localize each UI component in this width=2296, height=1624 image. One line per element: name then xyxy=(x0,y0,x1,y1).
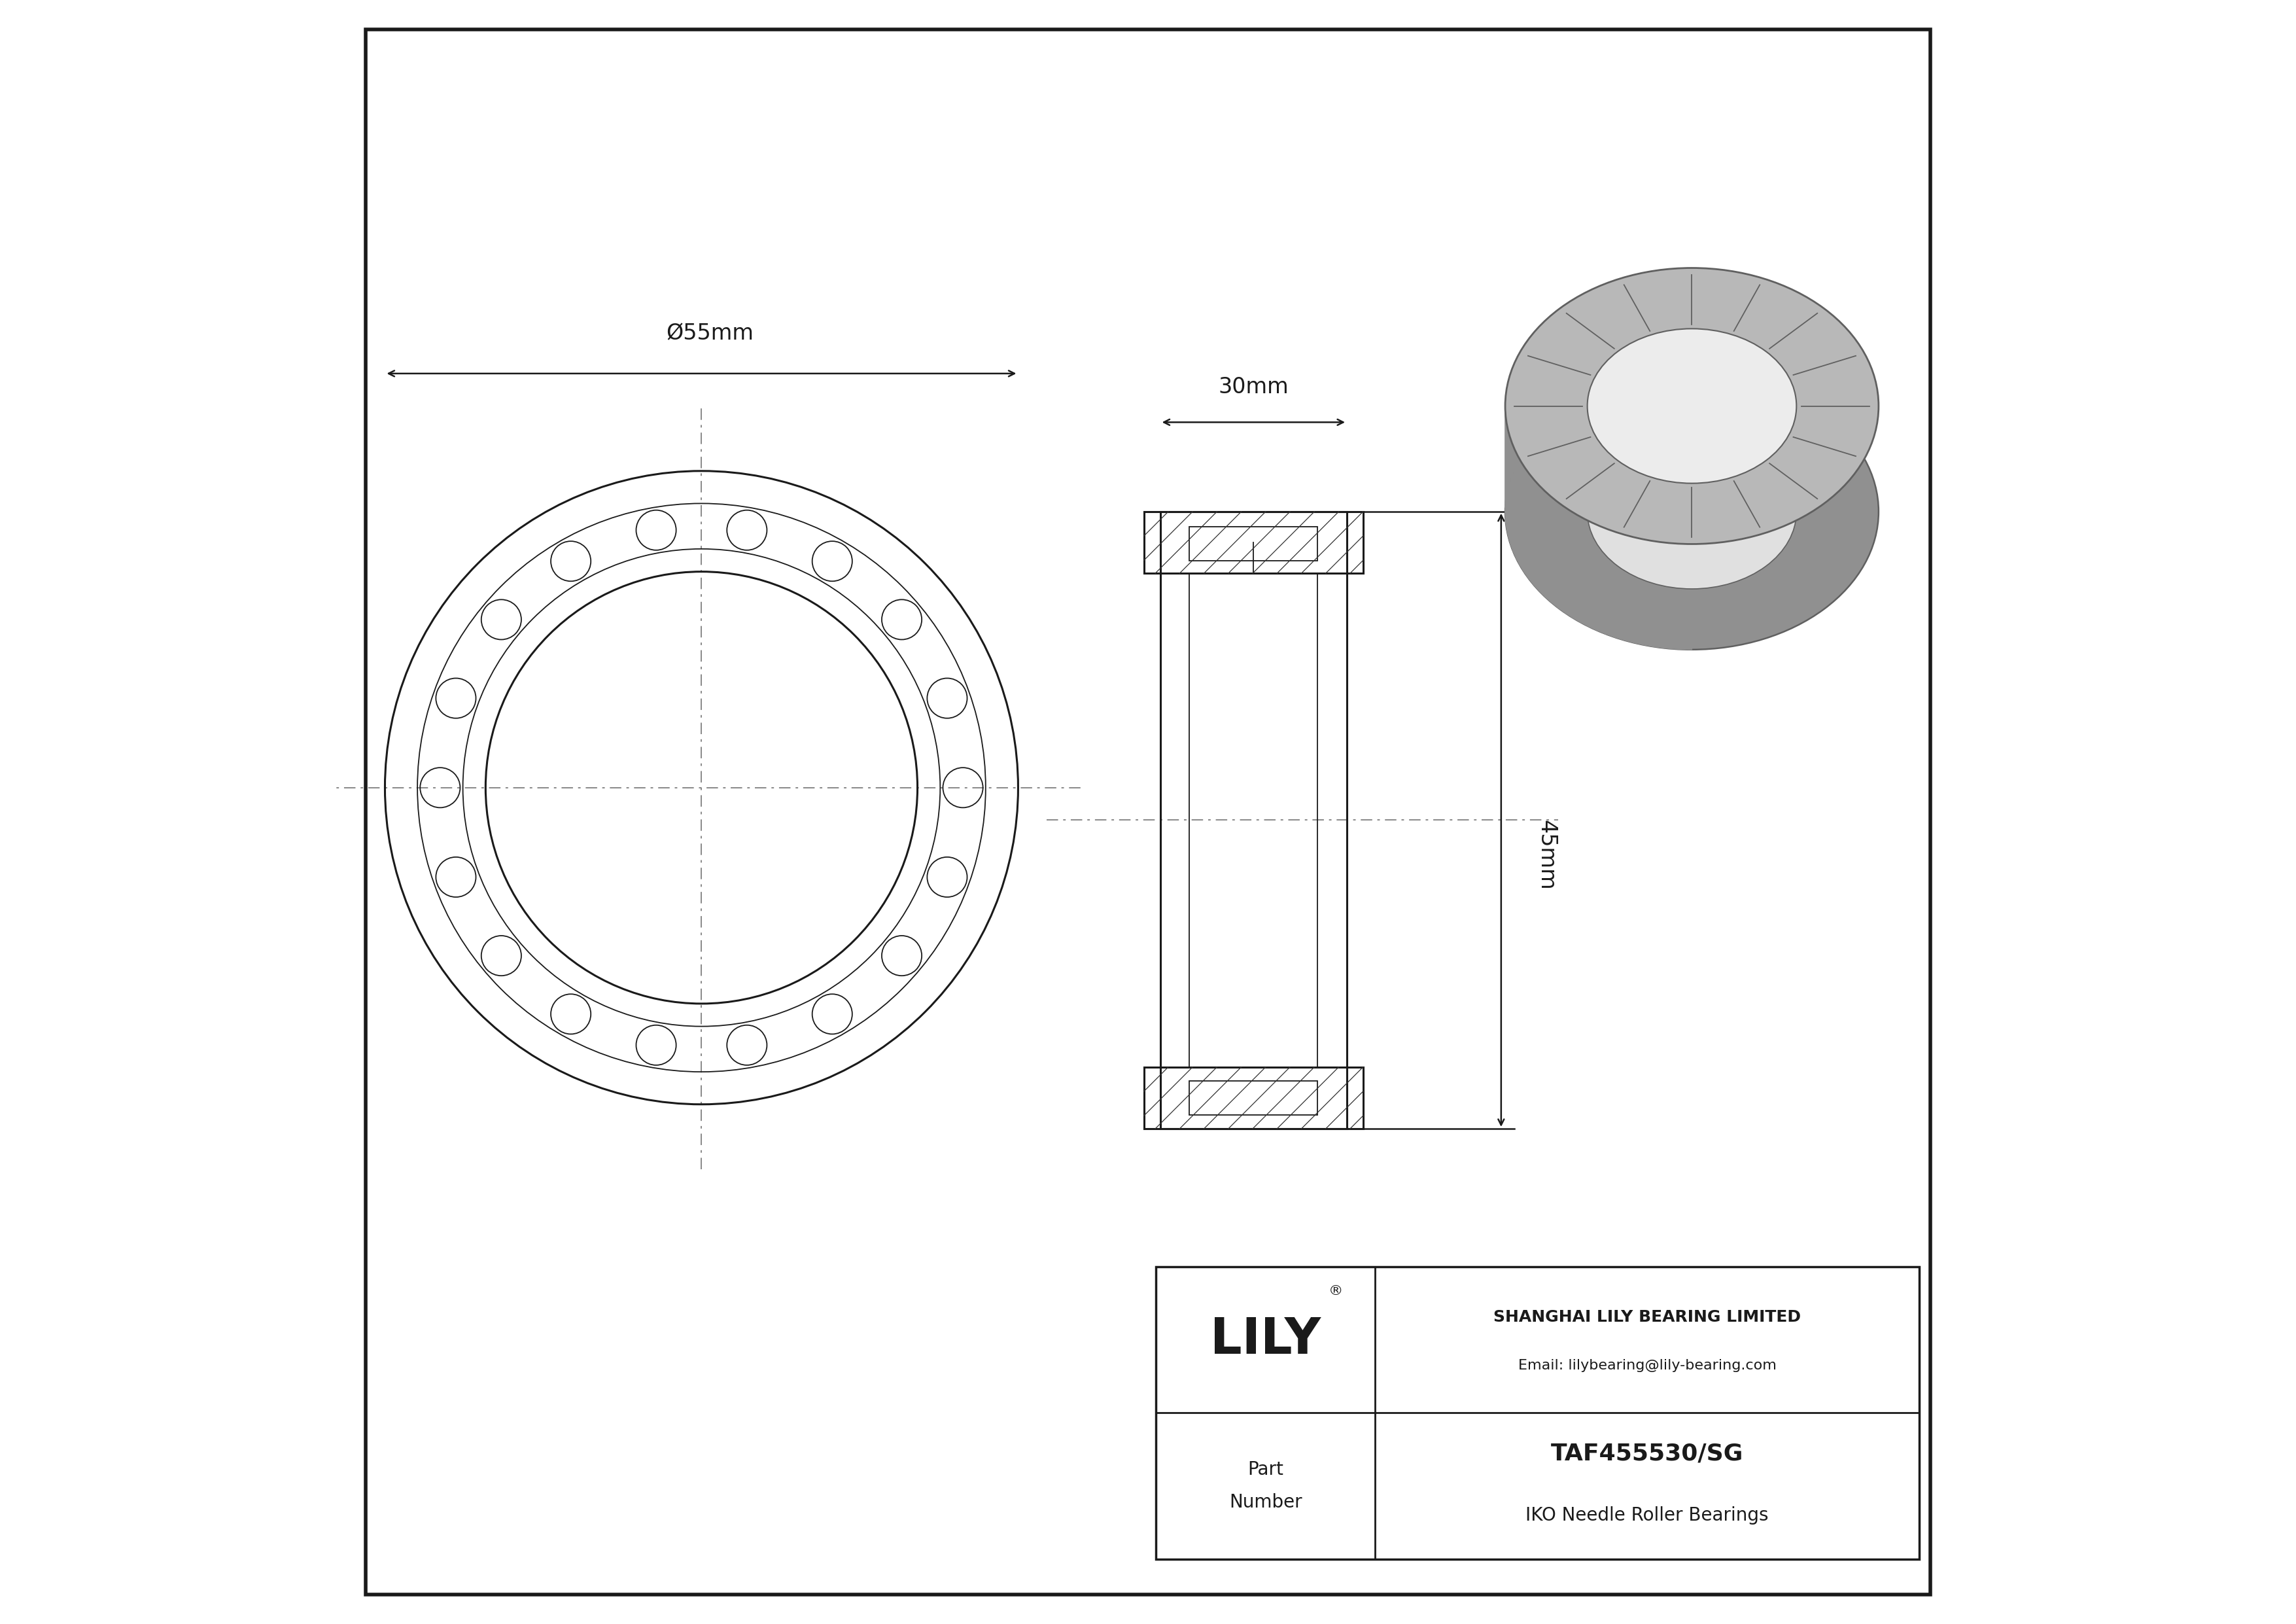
Polygon shape xyxy=(1598,525,1605,633)
Text: 30mm: 30mm xyxy=(1219,377,1288,398)
Polygon shape xyxy=(1662,268,1671,375)
Bar xyxy=(1189,1082,1318,1116)
Polygon shape xyxy=(1589,521,1598,630)
Polygon shape xyxy=(1653,270,1662,377)
Ellipse shape xyxy=(1587,434,1795,590)
Polygon shape xyxy=(1534,479,1538,591)
Polygon shape xyxy=(1580,516,1589,627)
Polygon shape xyxy=(1605,281,1614,390)
Polygon shape xyxy=(1642,271,1653,378)
Polygon shape xyxy=(1559,305,1566,416)
Polygon shape xyxy=(1632,273,1642,380)
Polygon shape xyxy=(1520,346,1525,458)
Text: LILY: LILY xyxy=(1210,1315,1320,1364)
Polygon shape xyxy=(1671,268,1683,374)
Polygon shape xyxy=(1605,528,1614,637)
Ellipse shape xyxy=(1587,328,1795,484)
Polygon shape xyxy=(1552,310,1559,421)
Polygon shape xyxy=(1538,486,1545,596)
Polygon shape xyxy=(1580,291,1589,401)
Text: SHANGHAI LILY BEARING LIMITED: SHANGHAI LILY BEARING LIMITED xyxy=(1492,1309,1800,1325)
Polygon shape xyxy=(1614,278,1623,387)
Ellipse shape xyxy=(1506,268,1878,544)
Polygon shape xyxy=(1573,296,1580,406)
Polygon shape xyxy=(1683,544,1692,650)
Polygon shape xyxy=(1632,538,1642,645)
Polygon shape xyxy=(1525,466,1529,578)
Bar xyxy=(1159,512,1348,1129)
Polygon shape xyxy=(1529,333,1534,445)
Text: Part
Number: Part Number xyxy=(1228,1460,1302,1512)
Polygon shape xyxy=(1662,542,1671,650)
Bar xyxy=(1157,1267,1919,1559)
Polygon shape xyxy=(1545,315,1552,427)
Polygon shape xyxy=(1538,322,1545,432)
Polygon shape xyxy=(1552,497,1559,607)
Ellipse shape xyxy=(1506,374,1878,650)
Text: TAF455530/SG: TAF455530/SG xyxy=(1552,1442,1743,1465)
Polygon shape xyxy=(1513,359,1515,471)
Polygon shape xyxy=(1566,507,1573,617)
Polygon shape xyxy=(1589,287,1598,396)
Polygon shape xyxy=(1614,531,1623,640)
Polygon shape xyxy=(1513,447,1515,559)
Polygon shape xyxy=(1683,268,1692,374)
Text: ®: ® xyxy=(1327,1285,1343,1298)
Polygon shape xyxy=(1515,453,1520,565)
Bar xyxy=(1143,1067,1364,1129)
Text: Ø55mm: Ø55mm xyxy=(666,323,753,344)
Polygon shape xyxy=(1529,473,1534,585)
Polygon shape xyxy=(1511,365,1513,479)
Bar xyxy=(1189,526,1318,560)
Text: Email: lilybearing@lily-bearing.com: Email: lilybearing@lily-bearing.com xyxy=(1518,1359,1777,1372)
Polygon shape xyxy=(1671,544,1683,650)
Polygon shape xyxy=(1511,438,1513,552)
Polygon shape xyxy=(1573,512,1580,622)
Polygon shape xyxy=(1545,490,1552,603)
Polygon shape xyxy=(1515,352,1520,464)
Polygon shape xyxy=(1566,300,1573,411)
Polygon shape xyxy=(1559,502,1566,612)
Bar xyxy=(1143,512,1364,573)
Polygon shape xyxy=(1623,534,1632,643)
Text: 45mm: 45mm xyxy=(1536,820,1557,890)
Polygon shape xyxy=(1520,460,1525,572)
Polygon shape xyxy=(1534,326,1538,438)
Polygon shape xyxy=(1653,541,1662,648)
Polygon shape xyxy=(1623,274,1632,383)
Polygon shape xyxy=(1642,539,1653,646)
Polygon shape xyxy=(1598,284,1605,393)
Polygon shape xyxy=(1525,339,1529,451)
Text: IKO Needle Roller Bearings: IKO Needle Roller Bearings xyxy=(1527,1505,1768,1525)
